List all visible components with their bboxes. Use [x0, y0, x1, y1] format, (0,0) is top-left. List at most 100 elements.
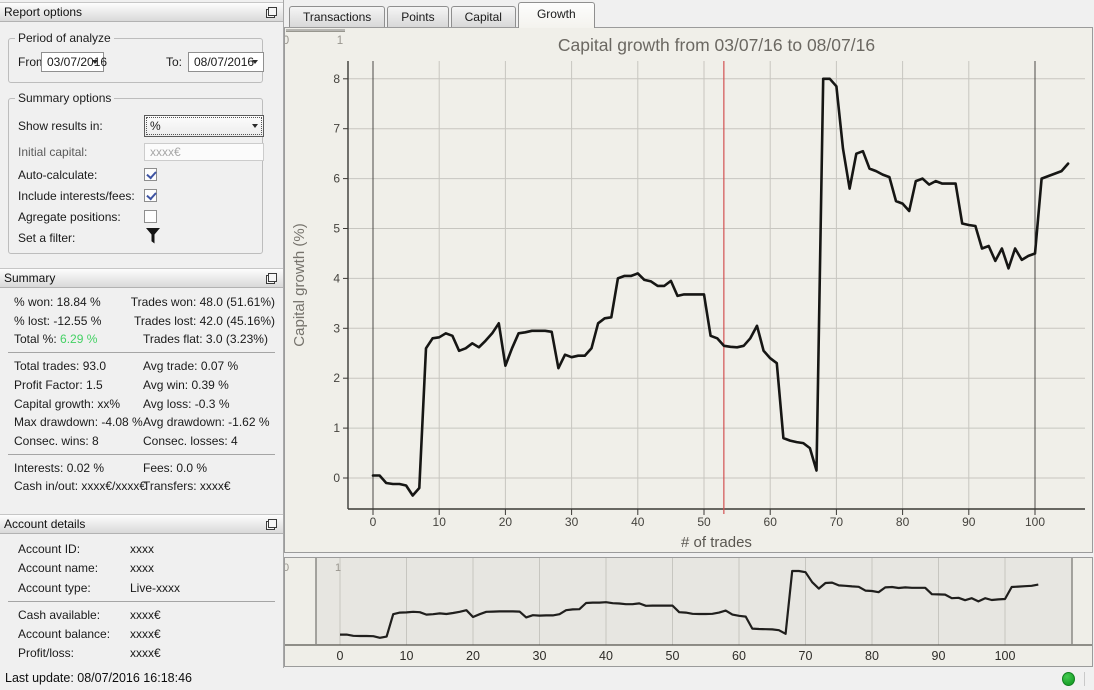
summary-cell: % won: 18.84 % — [14, 295, 101, 309]
overview-range-panel: 0 10 20 30 40 50 60 70 80 90 100 0 1 — [284, 557, 1093, 667]
summary-row: Interests: 0.02 % Fees: 0.0 % — [8, 459, 275, 478]
account-value: xxxx€ — [130, 607, 161, 622]
summary-options-legend: Summary options — [18, 91, 112, 105]
x-tick-label: 40 — [631, 515, 645, 529]
account-row: Account type: Live-xxxx — [8, 579, 275, 598]
summary-cell: Trades flat: 3.0 (3.23%) — [143, 332, 268, 347]
summary-cell: Fees: 0.0 % — [143, 460, 208, 475]
overview-x-tick-label: 90 — [932, 649, 946, 663]
summary-cell: Trades won: 48.0 (51.61%) — [130, 295, 275, 309]
overview-series-line — [340, 569, 1039, 639]
chevron-down-icon — [92, 60, 98, 64]
tab-growth[interactable]: Growth — [517, 2, 595, 28]
float-panel-icon[interactable] — [266, 273, 277, 284]
overview-x-tick-label: 50 — [666, 649, 680, 663]
account-label: Account balance: — [18, 627, 111, 642]
summary-row: Cash in/out: xxxx€/xxxx€ Transfers: xxxx€ — [8, 477, 275, 496]
summary-options-group: Summary options Show results in: % Initi… — [8, 91, 264, 254]
include-interests-label: Include interests/fees: — [18, 189, 135, 203]
account-details-header: Account details — [0, 514, 283, 534]
overview-selected-region[interactable] — [316, 558, 1072, 645]
float-panel-icon[interactable] — [266, 519, 277, 530]
report-options-title: Report options — [4, 5, 83, 19]
summary-separator — [8, 453, 275, 455]
summary-separator — [8, 352, 275, 354]
summary-row: Profit Factor: 1.5 Avg win: 0.39 % — [8, 376, 275, 395]
y-tick-label: 3 — [333, 321, 340, 335]
x-tick-label: 30 — [565, 515, 579, 529]
x-tick-label: 100 — [1025, 515, 1045, 529]
last-update-text: Last update: 08/07/2016 16:18:46 — [5, 671, 192, 685]
summary-cell: Total %: 6.29 % — [14, 332, 98, 347]
account-details-content: Account ID: xxxx Account name: xxxx Account … — [8, 540, 275, 664]
top-axis-label-1: 1 — [337, 35, 343, 47]
overview-x-tick-label: 20 — [466, 649, 480, 663]
overview-corner-label-0: 0 — [285, 562, 289, 574]
overview-x-tick-label: 40 — [599, 649, 613, 663]
show-results-value: % — [150, 119, 161, 133]
account-label: Account type: — [18, 580, 91, 595]
filter-funnel-icon[interactable] — [145, 227, 161, 248]
overview-x-tick-label: 80 — [865, 649, 879, 663]
summary-cell: Max drawdown: -4.08 % — [14, 415, 143, 430]
tab-transactions[interactable]: Transactions — [289, 6, 386, 27]
account-separator — [8, 600, 275, 602]
initial-capital-field[interactable]: xxxx€ — [144, 143, 264, 161]
summary-cell: Avg drawdown: -1.62 % — [143, 415, 270, 430]
x-tick-label: 70 — [830, 515, 844, 529]
aggregate-positions-checkbox[interactable] — [144, 210, 157, 223]
x-tick-label: 0 — [370, 515, 377, 529]
account-row: Account balance: xxxx€ — [8, 625, 275, 644]
y-tick-label: 8 — [333, 72, 340, 86]
summary-content: % won: 18.84 % Trades won: 48.0 (51.61%)%… — [8, 293, 275, 496]
account-row: Cash available: xxxx€ — [8, 606, 275, 625]
account-label: Cash available: — [18, 607, 101, 622]
tab-capital[interactable]: Capital — [450, 6, 516, 27]
auto-calculate-label: Auto-calculate: — [18, 168, 98, 182]
summary-cell: Total trades: 93.0 — [14, 359, 107, 374]
summary-row: % won: 18.84 % Trades won: 48.0 (51.61%) — [8, 293, 275, 312]
y-tick-label: 7 — [333, 122, 340, 136]
account-value: xxxx — [130, 542, 154, 556]
sidebar: Report options Period of analyze From: 0… — [0, 0, 284, 668]
summary-cell: % lost: -12.55 % — [14, 313, 102, 328]
account-label: Profit/loss: — [18, 646, 75, 661]
account-value: xxxx€ — [130, 627, 161, 642]
set-filter-label: Set a filter: — [18, 231, 76, 245]
account-label: Account ID: — [18, 542, 81, 556]
tab-bar: Transactions Points Capital Growth — [284, 0, 1094, 28]
tab-points[interactable]: Points — [387, 6, 449, 27]
chart-top-scroll-strip[interactable] — [286, 29, 345, 32]
summary-cell: Consec. losses: 4 — [143, 433, 238, 448]
overview-x-tick-label: 10 — [400, 649, 414, 663]
connection-status-dot — [1062, 672, 1075, 686]
x-tick-label: 20 — [499, 515, 513, 529]
x-tick-label: 50 — [697, 515, 711, 529]
auto-calculate-checkbox[interactable] — [144, 168, 157, 181]
from-date-combo[interactable]: 03/07/2016 — [41, 52, 108, 72]
to-date-combo[interactable]: 08/07/2016 — [188, 52, 264, 72]
summary-cell: Cash in/out: xxxx€/xxxx€ — [14, 479, 147, 494]
overview-x-tick-label: 100 — [995, 649, 1016, 663]
top-axis-label-0: 0 — [285, 35, 289, 47]
from-date-value: 03/07/2016 — [47, 55, 108, 69]
overview-x-tick-label: 60 — [732, 649, 746, 663]
growth-chart-panel: 0 1 2 3 4 5 6 7 8 0 10 20 30 40 50 60 70 80 90 100 Capital g… — [284, 27, 1093, 553]
account-row: Account name: xxxx — [8, 559, 275, 578]
summary-cell: Consec. wins: 8 — [14, 433, 99, 448]
overview-x-tick-label: 30 — [533, 649, 547, 663]
overview-x-tick-label: 0 — [337, 649, 344, 663]
float-panel-icon[interactable] — [266, 7, 277, 18]
y-tick-label: 0 — [333, 471, 340, 485]
show-results-combo[interactable]: % — [144, 115, 264, 137]
overview-chart-svg[interactable]: 0 10 20 30 40 50 60 70 80 90 100 0 1 — [285, 558, 1092, 666]
include-interests-checkbox[interactable] — [144, 189, 157, 202]
summary-row: Capital growth: xx% Avg loss: -0.3 % — [8, 395, 275, 414]
summary-row: Consec. wins: 8 Consec. losses: 4 — [8, 432, 275, 451]
summary-cell: Transfers: xxxx€ — [143, 479, 231, 494]
aggregate-positions-label: Agregate positions: — [18, 210, 121, 224]
initial-capital-label: Initial capital: — [18, 145, 88, 159]
x-tick-label: 90 — [962, 515, 976, 529]
y-tick-label: 5 — [333, 222, 340, 236]
account-value: Live-xxxx — [130, 580, 181, 595]
